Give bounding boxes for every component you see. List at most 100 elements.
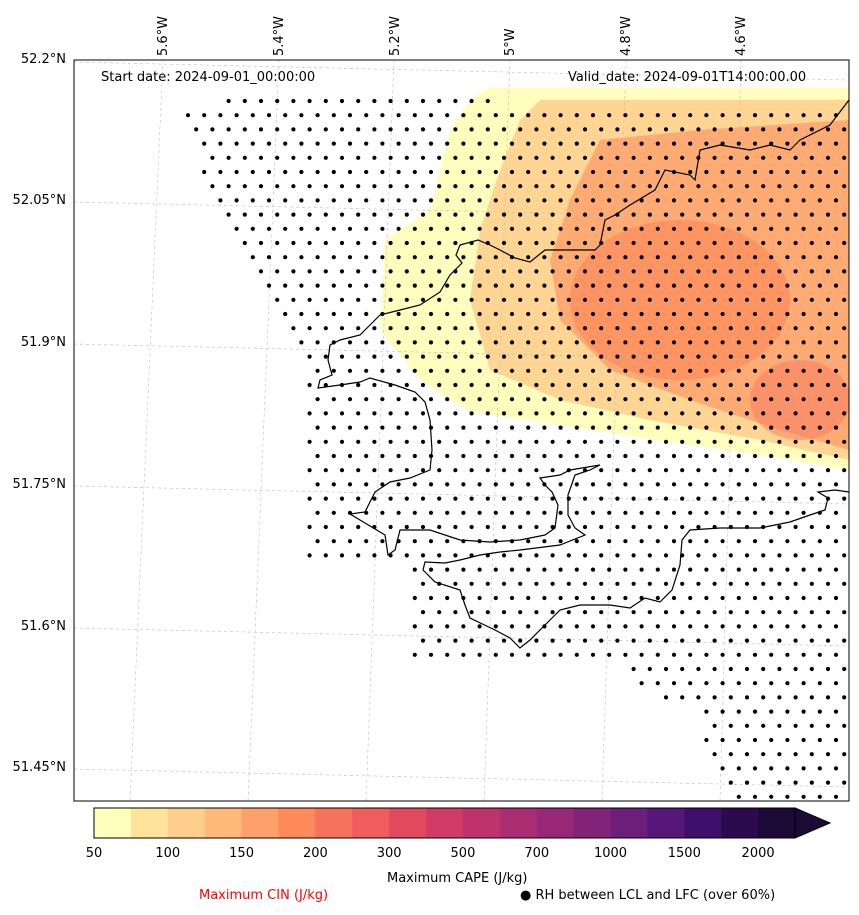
rh-dot — [769, 681, 774, 686]
rh-dot — [331, 169, 336, 175]
rh-dot — [437, 496, 442, 501]
rh-dot — [558, 539, 563, 544]
rh-dot — [663, 581, 669, 586]
rh-dot — [704, 226, 709, 231]
rh-dot — [728, 468, 733, 473]
rh-dot — [647, 524, 652, 530]
rh-dot — [842, 269, 847, 274]
rh-dot — [453, 496, 458, 501]
rh-dot — [712, 553, 717, 558]
rh-dot — [607, 169, 612, 175]
rh-dot — [785, 368, 790, 373]
rh-dot — [777, 468, 782, 473]
rh-dot — [509, 425, 515, 430]
rh-dot — [534, 212, 539, 217]
rh-dot — [696, 382, 701, 388]
rh-dot — [769, 113, 774, 118]
rh-dot — [785, 567, 790, 572]
rh-dot — [825, 326, 831, 331]
rh-dot — [242, 184, 247, 189]
colorbar-bin — [573, 808, 612, 838]
rh-dot — [607, 311, 612, 317]
rh-dot — [469, 439, 474, 444]
rh-dot — [696, 240, 701, 246]
rh-dot — [315, 340, 320, 345]
rh-dot — [526, 311, 531, 317]
rh-dot — [623, 283, 628, 288]
rh-dot — [526, 539, 531, 544]
rh-dot — [793, 326, 798, 331]
rh-dot — [566, 496, 571, 501]
rh-dot — [404, 212, 409, 217]
rh-dot — [712, 468, 717, 473]
rh-dot — [388, 98, 393, 104]
rh-dot — [185, 113, 191, 118]
rh-dot — [574, 113, 579, 118]
rh-dot — [493, 368, 498, 373]
rh-dot — [696, 524, 701, 530]
colorbar-bin — [352, 808, 390, 838]
rh-dot — [291, 184, 296, 189]
rh-dot — [331, 141, 336, 146]
rh-dot — [428, 510, 434, 515]
rh-dot — [817, 169, 822, 175]
rh-dot — [752, 681, 758, 686]
rh-dot — [437, 354, 442, 359]
rh-dot — [356, 155, 361, 160]
rh-dot — [558, 340, 563, 345]
rh-dot — [752, 624, 758, 629]
rh-dot — [728, 212, 733, 217]
rh-dot — [242, 212, 247, 217]
rh-dot — [736, 169, 741, 175]
rh-dot — [680, 666, 685, 672]
rh-dot — [615, 127, 620, 132]
rh-dot — [558, 368, 563, 373]
rh-dot — [574, 652, 579, 657]
rh-dot — [744, 581, 750, 586]
rh-dot — [501, 553, 507, 558]
rh-dot — [712, 326, 717, 331]
rh-dot — [218, 141, 223, 146]
rh-dot — [339, 155, 345, 160]
gridlines — [74, 60, 849, 801]
rh-dot — [485, 468, 490, 473]
rh-dot — [599, 184, 604, 189]
rh-dot — [647, 382, 652, 388]
rh-dot — [509, 510, 515, 515]
rh-dot — [720, 169, 725, 175]
rh-dot — [356, 98, 361, 104]
rh-dot — [607, 198, 612, 203]
rh-dot — [582, 127, 588, 132]
rh-dot — [364, 539, 369, 544]
rh-dot — [801, 482, 806, 487]
rh-dot — [704, 737, 709, 743]
rh-dot — [833, 482, 839, 487]
rh-dot — [761, 184, 766, 189]
rh-dot — [574, 169, 579, 175]
colorbar-bin — [315, 808, 353, 838]
rh-dot — [469, 496, 474, 501]
rh-dot — [752, 766, 758, 771]
rh-dot — [777, 553, 782, 558]
rh-dot — [736, 311, 741, 317]
rh-dot — [509, 368, 515, 373]
rh-dot — [420, 127, 426, 132]
rh-dot — [631, 297, 636, 302]
rh-dot — [777, 524, 782, 530]
rh-dot — [518, 184, 523, 189]
rh-dot — [477, 255, 482, 260]
rh-dot — [712, 752, 717, 757]
rh-dot — [671, 368, 677, 373]
rh-dot — [663, 553, 669, 558]
rh-dot — [769, 766, 774, 771]
rh-dot — [801, 510, 806, 515]
rh-dot — [655, 169, 660, 175]
rh-dot — [258, 240, 264, 246]
rh-dot — [412, 169, 417, 175]
rh-dot — [793, 496, 798, 501]
rh-dot — [728, 155, 733, 160]
rh-dot — [534, 155, 539, 160]
rh-dot — [607, 510, 612, 515]
rh-dot — [842, 127, 847, 132]
rh-dot — [323, 553, 328, 558]
